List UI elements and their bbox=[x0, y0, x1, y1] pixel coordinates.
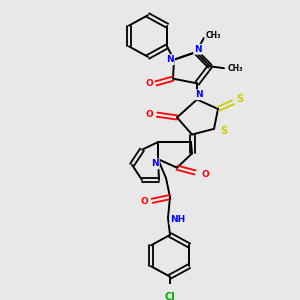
Text: Cl: Cl bbox=[165, 292, 176, 300]
Text: O: O bbox=[145, 110, 153, 119]
Text: CH₃: CH₃ bbox=[227, 64, 243, 73]
Text: N: N bbox=[151, 159, 159, 168]
Text: O: O bbox=[145, 79, 153, 88]
Text: NH: NH bbox=[170, 215, 186, 224]
Text: N: N bbox=[194, 45, 202, 54]
Text: O: O bbox=[140, 197, 148, 206]
Text: CH₃: CH₃ bbox=[205, 31, 221, 40]
Text: S: S bbox=[236, 94, 244, 104]
Text: N: N bbox=[195, 90, 203, 99]
Text: N: N bbox=[166, 55, 174, 64]
Text: S: S bbox=[220, 126, 228, 136]
Text: O: O bbox=[201, 170, 209, 179]
